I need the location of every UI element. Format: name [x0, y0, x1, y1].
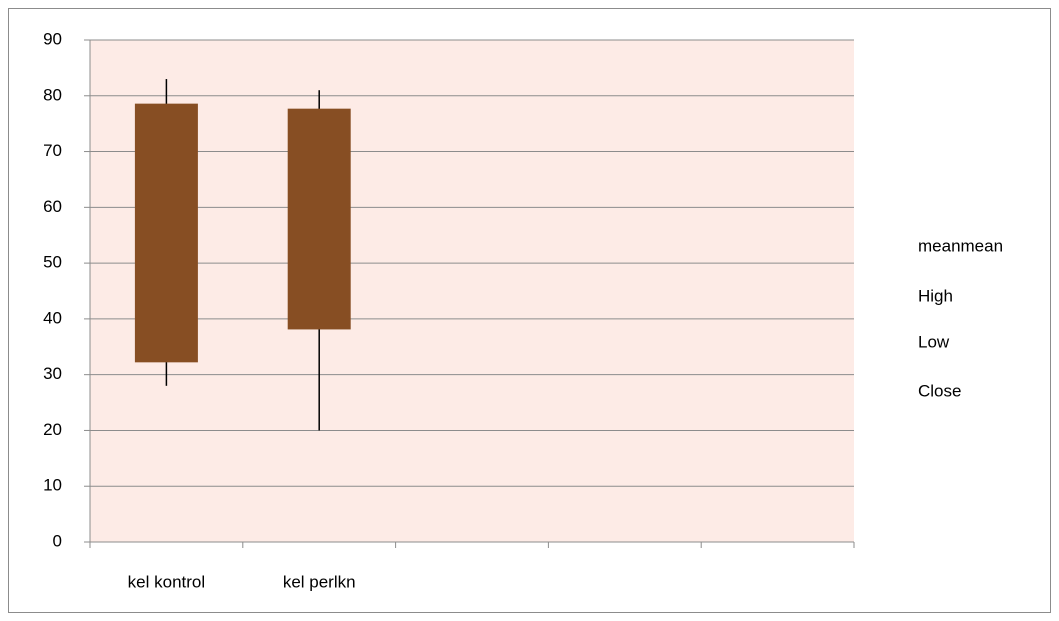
legend-entry: meanmean	[918, 236, 1003, 255]
y-tick-label: 20	[43, 420, 62, 439]
y-tick-label: 80	[43, 85, 62, 104]
y-tick-label: 40	[43, 308, 62, 327]
candle-body	[134, 103, 198, 363]
y-tick-label: 0	[53, 531, 62, 550]
plot-area	[90, 40, 854, 542]
x-tick-label: kel kontrol	[128, 572, 205, 591]
candle-body	[287, 108, 351, 330]
y-tick-label: 10	[43, 476, 62, 495]
y-tick-label: 30	[43, 364, 62, 383]
y-tick-label: 50	[43, 253, 62, 272]
y-tick-label: 90	[43, 29, 62, 48]
x-tick-label: kel perlkn	[283, 572, 356, 591]
y-tick-label: 60	[43, 197, 62, 216]
y-tick-label: 70	[43, 141, 62, 160]
legend-entry: High	[918, 286, 953, 305]
legend-entry: Low	[918, 332, 950, 351]
legend-entry: Close	[918, 381, 961, 400]
